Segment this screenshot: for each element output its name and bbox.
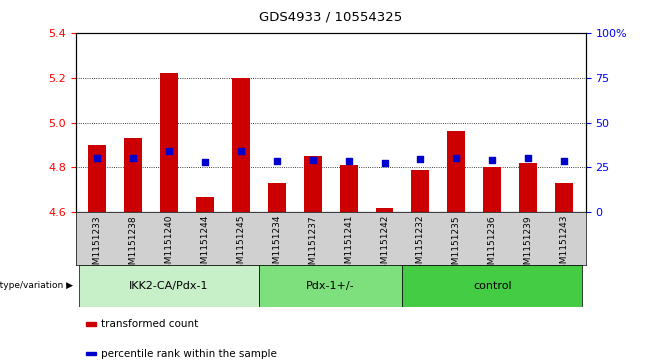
Text: IKK2-CA/Pdx-1: IKK2-CA/Pdx-1 — [129, 281, 209, 291]
Bar — [196, 197, 214, 212]
Text: GSM1151245: GSM1151245 — [236, 215, 245, 276]
Point — [199, 159, 210, 165]
Text: GSM1151236: GSM1151236 — [488, 215, 497, 276]
Text: genotype/variation ▶: genotype/variation ▶ — [0, 281, 74, 290]
Point — [307, 157, 318, 163]
Text: GDS4933 / 10554325: GDS4933 / 10554325 — [259, 11, 402, 24]
Bar — [304, 156, 322, 212]
Bar — [519, 163, 537, 212]
Point — [128, 156, 138, 162]
Point — [487, 157, 497, 163]
Bar — [268, 183, 286, 212]
Bar — [376, 208, 393, 212]
Bar — [88, 145, 106, 212]
Point — [415, 156, 426, 162]
Bar — [483, 167, 501, 212]
Text: GSM1151238: GSM1151238 — [128, 215, 138, 276]
Point — [379, 160, 390, 166]
Bar — [79, 265, 259, 307]
Bar — [86, 322, 96, 326]
Text: GSM1151233: GSM1151233 — [93, 215, 102, 276]
Bar — [124, 138, 142, 212]
Bar — [232, 78, 250, 212]
Text: GSM1151237: GSM1151237 — [308, 215, 317, 276]
Text: GSM1151241: GSM1151241 — [344, 215, 353, 276]
Text: transformed count: transformed count — [101, 319, 199, 329]
Text: GSM1151242: GSM1151242 — [380, 215, 389, 276]
Bar — [160, 73, 178, 212]
Text: GSM1151235: GSM1151235 — [452, 215, 461, 276]
Text: control: control — [473, 281, 511, 291]
Text: GSM1151240: GSM1151240 — [164, 215, 174, 276]
Text: GSM1151243: GSM1151243 — [559, 215, 569, 276]
Bar — [259, 265, 403, 307]
Text: percentile rank within the sample: percentile rank within the sample — [101, 348, 277, 359]
Text: GSM1151234: GSM1151234 — [272, 215, 281, 276]
Point — [236, 148, 246, 154]
Point — [451, 156, 462, 162]
Point — [523, 156, 534, 162]
Text: Pdx-1+/-: Pdx-1+/- — [307, 281, 355, 291]
Bar — [86, 352, 96, 355]
Text: GSM1151239: GSM1151239 — [524, 215, 533, 276]
Text: GSM1151244: GSM1151244 — [201, 215, 209, 276]
Bar — [340, 165, 357, 212]
Bar — [411, 170, 430, 212]
Point — [343, 158, 354, 164]
Point — [92, 156, 103, 162]
Point — [559, 158, 569, 164]
Bar — [403, 265, 582, 307]
Point — [164, 148, 174, 154]
Bar — [447, 131, 465, 212]
Point — [272, 158, 282, 164]
Text: GSM1151232: GSM1151232 — [416, 215, 425, 276]
Bar — [555, 183, 573, 212]
